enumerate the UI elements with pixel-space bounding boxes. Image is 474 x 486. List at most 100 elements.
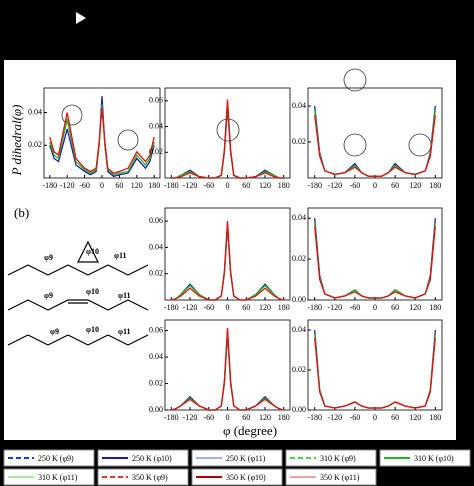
dihedral-label: φ11 — [118, 291, 131, 300]
x-tick-label: 120 — [259, 181, 271, 190]
legend-label: 310 K (φ10) — [414, 454, 454, 463]
legend-box — [97, 468, 189, 486]
legend-box — [3, 468, 95, 486]
x-tick-label: -120 — [183, 303, 198, 312]
y-tick-label: 0.02 — [28, 140, 42, 149]
series-line — [314, 337, 436, 409]
x-tick-label: 120 — [409, 303, 421, 312]
x-tick-label: 60 — [391, 303, 399, 312]
y-tick-label: 0.02 — [292, 254, 306, 263]
x-tick-label: -180 — [164, 181, 179, 190]
legend-box — [191, 468, 283, 486]
newman-projections — [61, 68, 432, 157]
dihedral-label: φ10 — [86, 247, 99, 256]
x-tick-label: 180 — [429, 181, 441, 190]
y-tick-label: 0.04 — [28, 107, 42, 116]
x-tick-label: 0 — [373, 303, 377, 312]
x-tick-label: -60 — [203, 413, 214, 422]
y-tick-label: 0.02 — [149, 378, 163, 387]
x-tick-label: 180 — [429, 303, 441, 312]
y-tick-label: 0.04 — [292, 213, 306, 222]
x-tick-label: 180 — [278, 413, 290, 422]
y-tick-label: 0.06 — [149, 96, 163, 105]
y-tick-label: 0.06 — [149, 216, 163, 225]
x-tick-label: -180 — [42, 181, 57, 190]
y-tick-label: 0.04 — [292, 325, 306, 334]
x-tick-label: 0 — [226, 303, 230, 312]
x-tick-label: -60 — [203, 181, 214, 190]
y-tick-label: 0.04 — [149, 242, 163, 251]
x-tick-label: 60 — [242, 413, 250, 422]
series-line — [49, 107, 155, 174]
x-tick-label: -60 — [79, 181, 90, 190]
dihedral-label: φ10 — [86, 325, 99, 334]
x-tick-label: 180 — [278, 181, 290, 190]
legend-label: 250 K (φ11) — [226, 454, 266, 463]
x-tick-label: 180 — [278, 303, 290, 312]
legend-label: 310 K (φ9) — [320, 454, 356, 463]
x-tick-label: 0 — [226, 181, 230, 190]
y-tick-label: 0.02 — [149, 147, 163, 156]
legend-label: 350 K (φ11) — [320, 473, 360, 482]
x-tick-label: 60 — [242, 181, 250, 190]
molecule-3 — [7, 334, 149, 346]
y-tick-label: 0.04 — [149, 352, 163, 361]
x-tick-label: 60 — [391, 413, 399, 422]
molecule-1 — [7, 264, 149, 276]
x-tick-label: 60 — [115, 181, 123, 190]
x-tick-label: -120 — [183, 181, 198, 190]
x-tick-label: 120 — [259, 303, 271, 312]
x-axis-label: φ (degree) — [223, 423, 277, 438]
y-axis-label: P dihedral(φ) — [9, 105, 24, 177]
y-tick-label: 0.00 — [292, 405, 306, 414]
series-line — [314, 226, 436, 299]
dihedral-label: φ11 — [118, 327, 131, 336]
legend-box — [191, 449, 283, 467]
x-tick-label: 120 — [131, 181, 143, 190]
newman — [343, 133, 367, 157]
y-tick-label: 0.04 — [149, 121, 163, 130]
x-tick-label: -180 — [307, 303, 322, 312]
x-tick-label: 0 — [373, 181, 377, 190]
legend-label: 250 K (φ10) — [132, 454, 172, 463]
x-tick-label: -180 — [307, 413, 322, 422]
dihedral-label: φ11 — [114, 251, 127, 260]
x-tick-label: -180 — [307, 181, 322, 190]
newman — [343, 68, 367, 92]
series-line — [171, 221, 284, 301]
x-tick-label: 120 — [259, 413, 271, 422]
series-line — [171, 327, 284, 411]
series-line — [314, 114, 436, 177]
x-tick-label: 120 — [409, 413, 421, 422]
newman — [61, 104, 83, 126]
series-line — [171, 99, 284, 179]
legend-box — [285, 449, 377, 467]
x-tick-label: -120 — [183, 413, 198, 422]
legend-label: 310 K (φ11) — [38, 473, 78, 482]
panel-label: (b) — [14, 205, 29, 220]
play-icon[interactable] — [76, 12, 86, 24]
x-tick-label: 0 — [100, 181, 104, 190]
y-tick-label: 0.00 — [149, 405, 163, 414]
x-tick-label: 0 — [226, 413, 230, 422]
y-tick-label: 0.02 — [149, 269, 163, 278]
legend-box — [285, 468, 377, 486]
x-tick-label: -60 — [350, 303, 361, 312]
x-tick-label: -180 — [164, 413, 179, 422]
legend-label: 250 K (φ9) — [38, 454, 74, 463]
series-line — [49, 96, 155, 178]
molecule-2 — [7, 299, 149, 311]
legend-box — [97, 449, 189, 467]
legend-label: 350 K (φ10) — [226, 473, 266, 482]
x-tick-label: -60 — [203, 303, 214, 312]
dihedral-label: φ9 — [44, 253, 53, 262]
y-tick-label: 0.00 — [292, 295, 306, 304]
y-tick-label: 0.02 — [292, 365, 306, 374]
x-tick-label: 60 — [391, 181, 399, 190]
dihedral-label: φ9 — [44, 291, 53, 300]
ring — [77, 240, 99, 263]
legend-box — [379, 449, 471, 467]
x-tick-label: -120 — [327, 413, 342, 422]
x-tick-label: 180 — [429, 413, 441, 422]
y-tick-label: 0.06 — [149, 325, 163, 334]
